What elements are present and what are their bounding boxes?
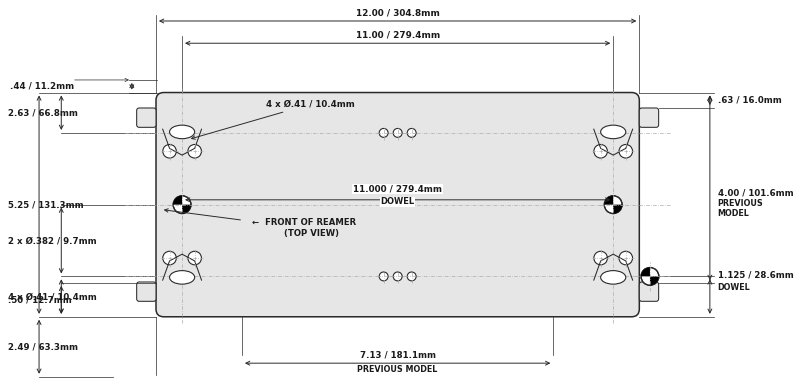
Text: DOWEL: DOWEL <box>380 197 414 206</box>
Text: 2 x Ø.382 / 9.7mm: 2 x Ø.382 / 9.7mm <box>8 236 96 245</box>
Text: 2.49 / 63.3mm: 2.49 / 63.3mm <box>8 342 78 351</box>
Text: 2.63 / 66.8mm: 2.63 / 66.8mm <box>8 108 78 117</box>
Circle shape <box>407 128 415 137</box>
Ellipse shape <box>169 271 194 284</box>
Circle shape <box>173 196 191 214</box>
Circle shape <box>393 128 402 137</box>
Text: 7.13 / 181.1mm: 7.13 / 181.1mm <box>359 351 435 360</box>
Polygon shape <box>640 268 649 277</box>
Circle shape <box>188 144 201 158</box>
Circle shape <box>393 272 402 281</box>
Circle shape <box>407 272 415 281</box>
Text: 4 x Ø.41 / 10.4mm: 4 x Ø.41 / 10.4mm <box>8 292 97 301</box>
Circle shape <box>163 251 176 265</box>
Circle shape <box>379 128 387 137</box>
Circle shape <box>640 268 658 285</box>
Text: 4.00 / 101.6mm: 4.00 / 101.6mm <box>717 189 792 198</box>
Text: DOWEL: DOWEL <box>717 283 749 292</box>
Text: .50 / 12.7mm: .50 / 12.7mm <box>8 295 71 304</box>
Polygon shape <box>604 196 613 205</box>
Text: PREVIOUS MODEL: PREVIOUS MODEL <box>357 365 437 375</box>
Polygon shape <box>173 196 182 205</box>
Text: ←  FRONT OF REAMER
       (TOP VIEW): ← FRONT OF REAMER (TOP VIEW) <box>164 209 355 238</box>
Circle shape <box>618 251 632 265</box>
Circle shape <box>604 196 622 214</box>
Circle shape <box>163 144 176 158</box>
FancyBboxPatch shape <box>638 108 658 127</box>
Circle shape <box>188 251 201 265</box>
Text: 1.125 / 28.6mm: 1.125 / 28.6mm <box>717 270 792 279</box>
FancyBboxPatch shape <box>638 282 658 301</box>
Circle shape <box>379 272 387 281</box>
Text: 5.25 / 131.3mm: 5.25 / 131.3mm <box>8 200 83 209</box>
Text: 11.00 / 279.4mm: 11.00 / 279.4mm <box>355 31 439 40</box>
Ellipse shape <box>169 125 194 139</box>
Ellipse shape <box>600 125 625 139</box>
Polygon shape <box>649 277 658 285</box>
FancyBboxPatch shape <box>136 282 156 301</box>
Text: 4 x Ø.41 / 10.4mm: 4 x Ø.41 / 10.4mm <box>192 100 354 139</box>
Text: 12.00 / 304.8mm: 12.00 / 304.8mm <box>355 9 439 18</box>
Circle shape <box>593 144 606 158</box>
Text: 11.000 / 279.4mm: 11.000 / 279.4mm <box>353 185 442 194</box>
FancyBboxPatch shape <box>156 93 638 317</box>
Text: .63 / 16.0mm: .63 / 16.0mm <box>717 96 780 105</box>
Circle shape <box>593 251 606 265</box>
Circle shape <box>618 144 632 158</box>
Polygon shape <box>613 205 622 214</box>
Ellipse shape <box>600 271 625 284</box>
FancyBboxPatch shape <box>136 108 156 127</box>
Text: PREVIOUS
MODEL: PREVIOUS MODEL <box>717 199 763 218</box>
Polygon shape <box>182 205 191 214</box>
Text: .44 / 11.2mm: .44 / 11.2mm <box>10 82 74 91</box>
